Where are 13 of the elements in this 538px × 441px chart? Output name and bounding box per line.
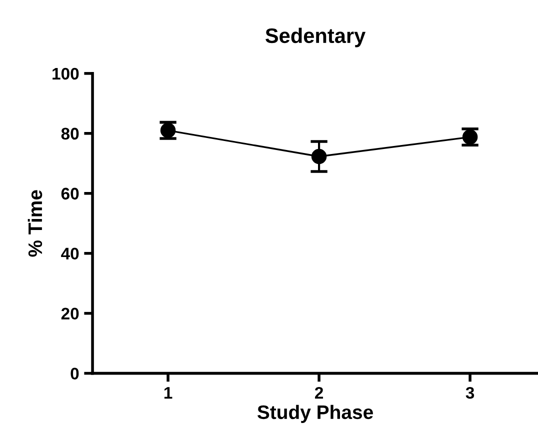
y-tick-label: 60 (61, 188, 79, 200)
y-tick-label: 100 (52, 68, 79, 80)
point (311, 148, 327, 164)
y-tick-label: 40 (61, 248, 79, 260)
x-axis-title: Study Phase (257, 404, 373, 423)
y-tick-label: 0 (70, 368, 79, 380)
x-tick-label: 3 (466, 386, 474, 399)
chart-title: Sedentary (266, 28, 366, 48)
x-tick-label: 2 (314, 386, 324, 399)
y-tick-label: 20 (61, 308, 79, 320)
y-tick-label: 80 (61, 128, 79, 140)
x-tick-label: 1 (164, 387, 172, 399)
y-axis-title: % Time (28, 190, 42, 257)
